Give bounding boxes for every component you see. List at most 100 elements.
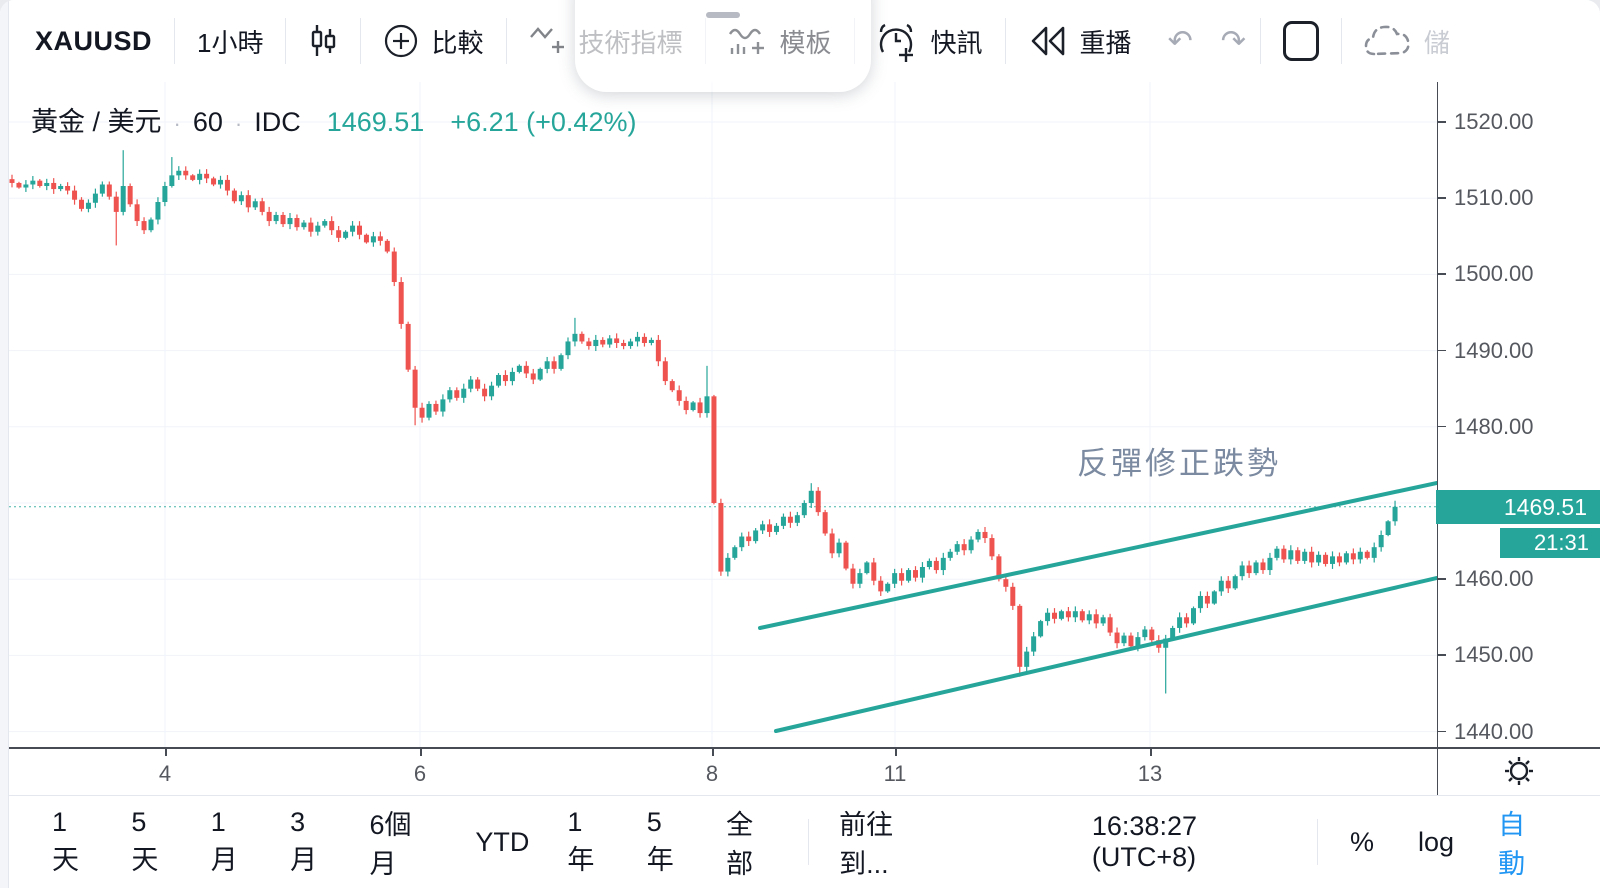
pair-title[interactable]: 黃金 / 美元 (31, 107, 162, 137)
range-button-5年[interactable]: 5年 (646, 807, 674, 875)
price-axis[interactable]: 1520.00 1510.00 1500.00 1490.00 1480.00 1460.… (1436, 82, 1600, 747)
bottom-divider (808, 819, 810, 865)
candle-body (899, 573, 905, 581)
legend-dot: · (234, 111, 243, 136)
candle-body (176, 170, 182, 176)
candle-body (648, 339, 654, 343)
upper-trendline[interactable] (758, 481, 1437, 630)
candle-body (1107, 617, 1113, 633)
candle-body (44, 182, 50, 187)
interval-button[interactable]: 1小時 (197, 27, 264, 58)
candle-body (683, 400, 689, 411)
range-button-5天[interactable]: 5天 (131, 807, 159, 875)
chart-style-button[interactable] (286, 0, 360, 82)
clock-utc[interactable]: 16:38:27 (UTC+8) (1091, 811, 1197, 872)
chart-legend[interactable]: 黃金 / 美元 · 60 · IDC 1469.51 +6.21 (+0.42%… (31, 100, 636, 139)
candle-body (169, 175, 175, 187)
candle-body (85, 202, 91, 209)
candle-body (794, 515, 800, 523)
rounded-square-icon (1282, 21, 1319, 61)
candle-body (1010, 586, 1016, 606)
range-button-YTD[interactable]: YTD (475, 826, 530, 857)
time-tick-label: 8 (705, 761, 719, 786)
candle-body (1197, 595, 1203, 609)
candle-body (579, 333, 585, 342)
template-label: 模板 (779, 27, 832, 58)
fullscreen-button[interactable] (1261, 0, 1341, 82)
candle-body (843, 542, 849, 569)
candle-body (607, 338, 613, 345)
bottom-divider (1317, 819, 1319, 865)
range-button-6個月[interactable]: 6個月 (369, 810, 412, 879)
candle-body (1184, 617, 1190, 624)
candle-body (489, 385, 495, 397)
candle-body (1114, 632, 1120, 644)
range-button-全部[interactable]: 全部 (726, 810, 754, 879)
candle-body (787, 516, 793, 523)
candle-body (1232, 576, 1238, 589)
range-button-3月[interactable]: 3月 (290, 807, 318, 875)
candle-body (996, 556, 1002, 580)
candle-body (913, 570, 918, 578)
cloud-save-button[interactable]: 儲 (1342, 0, 1472, 82)
compare-button[interactable]: 比較 (361, 0, 505, 82)
candle-body (1371, 547, 1377, 558)
replay-button[interactable]: 重播 (1006, 0, 1154, 82)
time-axis[interactable]: 4 6 8 11 13 (0, 747, 1600, 797)
range-button-1月[interactable]: 1月 (210, 807, 238, 875)
candle-body (218, 179, 223, 185)
auto-scale-button[interactable]: 自動 (1498, 810, 1526, 879)
candle-body (871, 562, 877, 581)
template-button[interactable]: 模板 (706, 0, 854, 82)
candle-body (1343, 553, 1349, 563)
candle-body (1052, 612, 1057, 619)
candle-body (1316, 554, 1322, 563)
chart-area[interactable]: 黃金 / 美元 · 60 · IDC 1469.51 +6.21 (+0.42%… (9, 82, 1437, 747)
candle-body (655, 339, 661, 362)
candle-body (975, 531, 981, 540)
price-tick (1438, 273, 1446, 275)
symbol-button[interactable]: XAUUSD (35, 25, 153, 56)
candle-body (1392, 506, 1398, 522)
lower-trendline[interactable] (774, 576, 1437, 733)
goto-date-button[interactable]: 前往到... (839, 810, 894, 879)
axis-settings-corner[interactable] (1437, 749, 1600, 797)
exchange-value[interactable]: IDC (254, 107, 301, 137)
bottom-toolbar: 1天 5天 1月 3月 6個月 YTD 1年 5年 全部 前往到... 16:38:27 (UT… (9, 795, 1600, 888)
alert-button[interactable]: 快訊 (855, 0, 1005, 82)
redo-button[interactable]: ↷ (1220, 24, 1246, 58)
candle-body (1204, 595, 1210, 604)
candle-body (238, 195, 244, 202)
indicators-button[interactable]: 技術指標 (507, 0, 705, 82)
candle-body (509, 371, 515, 382)
price-tick (1438, 197, 1446, 199)
time-tick-label: 11 (883, 761, 907, 786)
candle-body (37, 180, 43, 187)
candlestick-chart[interactable] (9, 82, 1437, 747)
percent-scale-button[interactable]: % (1350, 826, 1375, 857)
drawing-text-annotation[interactable]: 反彈修正跌勢 (1077, 446, 1281, 481)
candle-body (405, 323, 411, 370)
undo-button[interactable]: ↶ (1167, 24, 1193, 58)
candle-body (662, 361, 668, 382)
candle-body (113, 196, 119, 212)
candle-body (65, 186, 71, 191)
legend-dot: · (173, 111, 181, 136)
log-scale-button[interactable]: log (1418, 826, 1455, 857)
interval-value[interactable]: 60 (192, 107, 223, 137)
range-button-1天[interactable]: 1天 (52, 807, 79, 875)
collapsed-drawing-panel[interactable] (0, 0, 9, 888)
gear-icon[interactable] (1502, 754, 1536, 793)
candle-body (1038, 621, 1044, 637)
candle-body (808, 490, 814, 503)
price-tick-label: 1450.00 (1454, 642, 1534, 668)
candle-body (502, 374, 508, 382)
candle-body (1302, 551, 1308, 561)
candle-body (774, 525, 779, 532)
candle-body (1253, 562, 1259, 574)
range-button-1年[interactable]: 1年 (567, 807, 595, 875)
candle-body (412, 369, 418, 408)
time-tick (420, 749, 422, 756)
candle-body (704, 396, 710, 414)
